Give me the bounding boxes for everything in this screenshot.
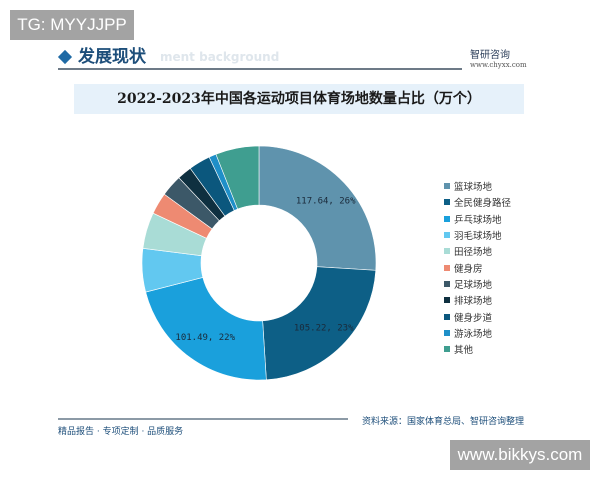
legend-label: 田径场地 [454,247,493,259]
legend-item: 健身步道 [444,308,511,324]
legend-item: 其他 [444,341,511,357]
legend-label: 排球场地 [454,296,493,308]
legend-label: 乒乓球场地 [454,214,502,226]
legend-swatch [444,280,450,287]
legend-label: 其他 [454,345,474,357]
legend-label: 健身房 [454,263,483,275]
legend-swatch [444,232,450,239]
watermark-top: TG: MYYJJPP [10,10,134,40]
legend-swatch [444,346,450,353]
slice-0 [258,145,377,271]
legend-swatch [444,297,450,304]
data-label: 105.22, 23% [294,324,354,334]
brand-logo: 智研咨询 [470,50,510,61]
legend-label: 足球场地 [454,279,493,291]
legend-swatch [444,215,450,222]
legend-swatch [444,183,450,190]
footer-slogan: 精品报告 · 专项定制 · 品质服务 [58,427,184,437]
legend-label: 游泳场地 [454,328,493,340]
legend-swatch [444,313,450,320]
legend-swatch [444,264,450,271]
data-label: 101.49, 22% [175,333,235,343]
legend-item: 健身房 [444,259,511,275]
section-title: 发展现状 [57,42,146,67]
legend-item: 田径场地 [444,243,511,259]
legend-item: 篮球场地 [444,178,511,194]
chart-title: 2022-2023年中国各运动项目体育场地数量占比（万个） [74,84,524,114]
legend-item: 乒乓球场地 [444,211,511,227]
footer-divider [58,418,348,420]
legend-swatch [444,199,450,206]
legend-label: 健身步道 [454,312,493,324]
section-title-text: 发展现状 [78,47,146,67]
slice-10 [215,145,260,210]
legend-swatch [444,248,450,255]
source-note: 资料来源：国家体育总局、智研咨询整理 [362,417,525,427]
legend-item: 全民健身路径 [444,194,511,210]
legend-label: 篮球场地 [454,182,493,194]
data-label: 117.64, 26% [296,196,356,206]
section-ghost: ment background [160,50,280,64]
slice-1 [262,266,377,381]
legend-swatch [444,329,450,336]
legend-label: 全民健身路径 [454,198,512,210]
legend-item: 排球场地 [444,292,511,308]
legend-item: 羽毛球场地 [444,227,511,243]
slice-2 [145,277,267,381]
divider [58,68,462,70]
legend: 篮球场地全民健身路径 乒乓球场地羽毛球场地田径场地健身房足球场地排球场地健身步道游… [444,178,511,357]
brand-url: www.chyxx.com [470,61,527,69]
watermark-bottom: www.bikkys.com [450,440,590,470]
legend-item: 游泳场地 [444,325,511,341]
legend-item: 足球场地 [444,276,511,292]
legend-label: 羽毛球场地 [454,231,502,243]
